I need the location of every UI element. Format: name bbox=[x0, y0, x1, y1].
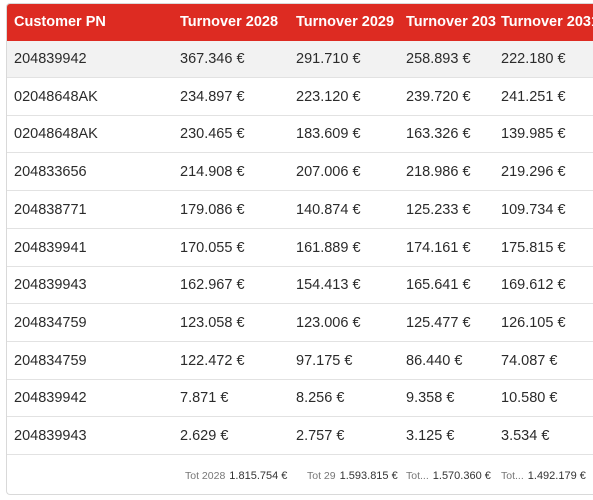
turnover-2029-cell: 223.120 € bbox=[296, 88, 361, 105]
turnover-2029-cell: 2.757 € bbox=[296, 428, 345, 444]
turnover-2030-cell: 218.986 € bbox=[406, 164, 471, 181]
turnover-2029-cell: 161.889 € bbox=[296, 239, 361, 256]
turnover-2028-cell: 162.967 € bbox=[180, 277, 245, 294]
total-value: 1.492.179 € bbox=[527, 470, 586, 482]
turnover-2028-cell: 170.055 € bbox=[180, 239, 245, 256]
customer-pn-cell: 204839943 bbox=[14, 428, 87, 444]
customer-pn-cell: 204838771 bbox=[14, 201, 87, 218]
table-row[interactable]: 204839942 7.871 € 8.256 € 9.358 € 10.580… bbox=[7, 380, 593, 418]
column-header-turnover-2029[interactable]: Turnover 2029 bbox=[296, 14, 395, 30]
turnover-2028-cell: 123.058 € bbox=[180, 314, 245, 331]
total-2030: Tot... 1.570.360 € bbox=[406, 458, 500, 494]
customer-pn-cell: 204833656 bbox=[14, 164, 87, 181]
totals-row: Tot 2028 1.815.754 € Tot 29 1.593.815 € To… bbox=[7, 458, 593, 494]
table-row[interactable]: 204839943 2.629 € 2.757 € 3.125 € 3.534 … bbox=[7, 418, 593, 455]
turnover-2031-cell: 74.087 € bbox=[501, 352, 558, 369]
turnover-2028-cell: 122.472 € bbox=[180, 352, 245, 369]
turnover-2030-cell: 86.440 € bbox=[406, 352, 463, 369]
table-row[interactable]: 02048648AK 234.897 € 223.120 € 239.720 €… bbox=[7, 78, 593, 116]
total-value: 1.593.815 € bbox=[339, 470, 398, 482]
total-label: Tot... bbox=[501, 470, 524, 482]
column-header-turnover-2031[interactable]: Turnover 2031 bbox=[501, 14, 593, 30]
turnover-2029-cell: 207.006 € bbox=[296, 164, 361, 181]
column-header-turnover-2030[interactable]: Turnover 2030 bbox=[406, 14, 496, 30]
turnover-2030-cell: 258.893 € bbox=[406, 51, 471, 67]
total-2031: Tot... 1.492.179 € bbox=[501, 458, 593, 494]
turnover-2030-cell: 174.161 € bbox=[406, 239, 471, 256]
table-row[interactable]: 204833656 214.908 € 207.006 € 218.986 € … bbox=[7, 154, 593, 192]
turnover-2028-cell: 7.871 € bbox=[180, 390, 229, 407]
total-label: Tot 29 bbox=[307, 470, 336, 482]
customer-pn-cell: 204834759 bbox=[14, 352, 87, 369]
turnover-2031-cell: 139.985 € bbox=[501, 126, 566, 143]
turnover-2029-cell: 123.006 € bbox=[296, 314, 361, 331]
turnover-2028-cell: 214.908 € bbox=[180, 164, 245, 181]
customer-pn-cell: 02048648AK bbox=[14, 126, 98, 143]
turnover-2028-cell: 234.897 € bbox=[180, 88, 245, 105]
turnover-2031-cell: 3.534 € bbox=[501, 428, 550, 444]
turnover-2030-cell: 9.358 € bbox=[406, 390, 455, 407]
total-value: 1.570.360 € bbox=[432, 470, 491, 482]
turnover-2028-cell: 230.465 € bbox=[180, 126, 245, 143]
turnover-2031-cell: 222.180 € bbox=[501, 51, 566, 67]
column-header-customer-pn[interactable]: Customer PN bbox=[14, 14, 106, 30]
turnover-2029-cell: 291.710 € bbox=[296, 51, 361, 67]
turnover-2029-cell: 140.874 € bbox=[296, 201, 361, 218]
turnover-2031-cell: 241.251 € bbox=[501, 88, 566, 105]
turnover-2028-cell: 179.086 € bbox=[180, 201, 245, 218]
turnover-2030-cell: 239.720 € bbox=[406, 88, 471, 105]
table-row[interactable]: 204834759 122.472 € 97.175 € 86.440 € 74… bbox=[7, 342, 593, 380]
turnover-2029-cell: 183.609 € bbox=[296, 126, 361, 143]
turnover-2030-cell: 165.641 € bbox=[406, 277, 471, 294]
table-row[interactable]: 204839941 170.055 € 161.889 € 174.161 € … bbox=[7, 229, 593, 267]
turnover-2029-cell: 97.175 € bbox=[296, 352, 353, 369]
turnover-2028-cell: 367.346 € bbox=[180, 51, 245, 67]
table-row[interactable]: 204839942 367.346 € 291.710 € 258.893 € … bbox=[7, 41, 593, 78]
table-row[interactable]: 02048648AK 230.465 € 183.609 € 163.326 €… bbox=[7, 116, 593, 154]
turnover-table: Customer PN Turnover 2028 Turnover 2029 … bbox=[6, 3, 593, 495]
customer-pn-cell: 204839943 bbox=[14, 277, 87, 294]
turnover-2031-cell: 219.296 € bbox=[501, 164, 566, 181]
table-header-row: Customer PN Turnover 2028 Turnover 2029 … bbox=[7, 4, 593, 41]
total-value: 1.815.754 € bbox=[229, 470, 288, 482]
turnover-2028-cell: 2.629 € bbox=[180, 428, 229, 444]
total-label: Tot 2028 bbox=[185, 470, 226, 482]
turnover-2030-cell: 163.326 € bbox=[406, 126, 471, 143]
total-label: Tot... bbox=[406, 470, 429, 482]
table-row[interactable]: 204839943 162.967 € 154.413 € 165.641 € … bbox=[7, 267, 593, 305]
turnover-2029-cell: 8.256 € bbox=[296, 390, 345, 407]
turnover-2030-cell: 3.125 € bbox=[406, 428, 455, 444]
customer-pn-cell: 204839942 bbox=[14, 390, 87, 407]
total-2029: Tot 29 1.593.815 € bbox=[307, 458, 406, 494]
customer-pn-cell: 204839941 bbox=[14, 239, 87, 256]
table-row[interactable]: 204838771 179.086 € 140.874 € 125.233 € … bbox=[7, 191, 593, 229]
turnover-2029-cell: 154.413 € bbox=[296, 277, 361, 294]
customer-pn-cell: 02048648AK bbox=[14, 88, 98, 105]
customer-pn-cell: 204834759 bbox=[14, 314, 87, 331]
turnover-2030-cell: 125.233 € bbox=[406, 201, 471, 218]
turnover-2031-cell: 169.612 € bbox=[501, 277, 566, 294]
customer-pn-cell: 204839942 bbox=[14, 51, 87, 67]
turnover-2030-cell: 125.477 € bbox=[406, 314, 471, 331]
total-2028: Tot 2028 1.815.754 € bbox=[185, 458, 295, 494]
table-row[interactable]: 204834759 123.058 € 123.006 € 125.477 € … bbox=[7, 304, 593, 342]
turnover-2031-cell: 10.580 € bbox=[501, 390, 558, 407]
turnover-2031-cell: 175.815 € bbox=[501, 239, 566, 256]
column-header-turnover-2028[interactable]: Turnover 2028 bbox=[180, 14, 279, 30]
turnover-2031-cell: 126.105 € bbox=[501, 314, 566, 331]
turnover-2031-cell: 109.734 € bbox=[501, 201, 566, 218]
